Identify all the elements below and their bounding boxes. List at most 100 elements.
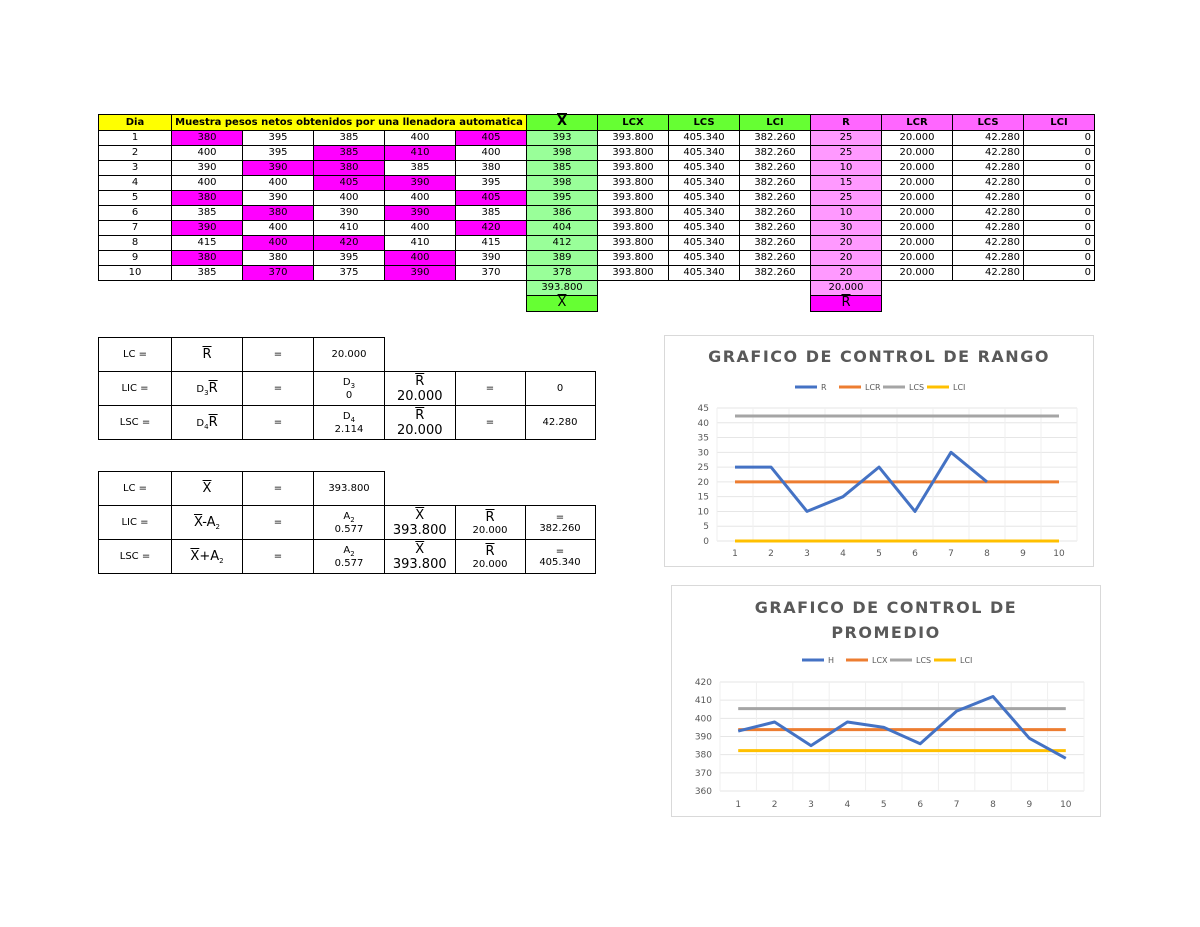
range-lsc-d4-value: 2.114 (334, 423, 364, 435)
cell-sample: 400 (384, 220, 456, 236)
mean-lsc-rbar: R (485, 543, 495, 559)
cell-sample: 410 (384, 145, 456, 161)
cell-r: 25 (810, 190, 882, 206)
table-header-row: Dia Muestra pesos netos obtenidos por un… (98, 114, 1095, 131)
mean-lc-symbol: X (171, 471, 243, 506)
range-lic-d3-value: 0 (345, 389, 353, 401)
range-lic-formula: D3R (171, 371, 243, 406)
mean-chart-container: GRAFICO DE CONTROL DE PROMEDIO H LCX LCS LCI 3… (671, 585, 1101, 817)
cell-lcs: 405.340 (668, 145, 740, 161)
cell-lcs-range: 42.280 (952, 160, 1024, 176)
chart-title: PROMEDIO (831, 623, 940, 642)
cell-x-bar: 385 (526, 160, 598, 176)
legend-label: R (821, 383, 827, 392)
cell-lcs-range: 42.280 (952, 130, 1024, 146)
table-row: 7 390 400 410 400 420 404 393.800 405.340 382.260… (98, 220, 1095, 236)
cell-sample: 390 (242, 190, 314, 206)
cell-sample: 375 (313, 265, 385, 281)
cell-x-bar: 395 (526, 190, 598, 206)
mean-lic-a-cell: A2 0.577 (313, 505, 385, 540)
cell-lcr: 20.000 (881, 265, 953, 281)
y-tick-label: 400 (695, 714, 712, 724)
cell-x-bar: 386 (526, 205, 598, 221)
cell-sample: 390 (171, 220, 243, 236)
mean-lsc-xbar-value: 393.800 (392, 556, 447, 572)
cell-sample: 370 (455, 265, 527, 281)
range-lic-rbar: R (415, 373, 425, 389)
cell-sample: 390 (384, 205, 456, 221)
cell-sample: 390 (242, 160, 314, 176)
cell-lcr: 20.000 (881, 145, 953, 161)
cell-lcs-range: 42.280 (952, 235, 1024, 251)
x-tick-label: 3 (804, 549, 810, 559)
cell-lci: 382.260 (739, 160, 811, 176)
y-tick-label: 380 (695, 751, 712, 761)
data-table: Dia Muestra pesos netos obtenidos por un… (98, 114, 1095, 312)
cell-sample: 380 (171, 250, 243, 266)
cell-lci-range: 0 (1023, 250, 1095, 266)
cell-dia: 9 (98, 250, 172, 266)
range-lsc-formula: D4R (171, 405, 243, 440)
range-lsc-equals2: = (454, 405, 526, 440)
cell-dia: 8 (98, 235, 172, 251)
cell-lcs: 405.340 (668, 160, 740, 176)
cell-lci-range: 0 (1023, 145, 1095, 161)
mean-lic-result: 382.260 (539, 522, 581, 534)
cell-lcx: 393.800 (597, 190, 669, 206)
mean-lsc-a2-sub: 2 (350, 549, 355, 558)
x-tick-label: 9 (1020, 549, 1026, 559)
x-tick-label: 2 (772, 800, 778, 810)
cell-lci-range: 0 (1023, 235, 1095, 251)
cell-lci: 382.260 (739, 175, 811, 191)
cell-lci-range: 0 (1023, 175, 1095, 191)
cell-sample: 415 (171, 235, 243, 251)
range-lc-symbol: R (171, 337, 243, 372)
mean-lic-result-cell: = 382.260 (524, 505, 596, 540)
mean-lsc-result: 405.340 (539, 556, 581, 568)
summary-r-bar-value: 20.000 (810, 280, 882, 296)
mean-lic-x: X (193, 514, 203, 530)
range-chart-container: GRAFICO DE CONTROL DE RANGO R LCR LCS LCI 0 5 1… (664, 335, 1094, 567)
cell-sample: 400 (171, 145, 243, 161)
cell-sample: 400 (171, 175, 243, 191)
y-tick-label: 410 (695, 696, 712, 706)
cell-sample: 380 (313, 160, 385, 176)
cell-sample: 390 (384, 175, 456, 191)
range-chart: GRAFICO DE CONTROL DE RANGO R LCR LCS LCI 0 5 1… (698, 347, 1078, 559)
y-tick-label: 40 (698, 419, 710, 429)
cell-lci: 382.260 (739, 130, 811, 146)
table-row: 6 385 380 390 390 385 386 393.800 405.340 382.260… (98, 205, 1095, 221)
mean-lc-row: LC = X = 393.800 (98, 471, 596, 506)
header-lci: LCI (739, 114, 811, 131)
range-lic-result: 0 (524, 371, 596, 406)
cell-r: 15 (810, 175, 882, 191)
chart-title: GRAFICO DE CONTROL DE RANGO (708, 347, 1050, 366)
range-lsc-rbar-value: 20.000 (397, 422, 443, 438)
cell-lcs: 405.340 (668, 235, 740, 251)
mean-lic-row: LIC = X-A2 = A2 0.577 X 393.800 R 20.000 = 3… (98, 505, 596, 540)
cell-sample: 420 (455, 220, 527, 236)
range-lic-d-sub: 3 (204, 388, 209, 397)
mean-lsc-sub: 2 (219, 556, 224, 565)
mean-lsc-label: LSC = (98, 539, 172, 574)
cell-lcr: 20.000 (881, 160, 953, 176)
cell-x-bar: 393 (526, 130, 598, 146)
table-row: 10 385 370 375 390 370 378 393.800 405.340 382.26… (98, 265, 1095, 281)
cell-sample: 390 (455, 250, 527, 266)
cell-lcx: 393.800 (597, 160, 669, 176)
cell-lci: 382.260 (739, 205, 811, 221)
range-lic-equals2: = (454, 371, 526, 406)
range-lic-row: LIC = D3R = D3 0 R 20.000 = 0 (98, 371, 596, 406)
summary-r-label-text: R (841, 295, 851, 310)
cell-sample: 405 (313, 175, 385, 191)
x-tick-label: 4 (840, 549, 846, 559)
x-tick-label: 6 (917, 800, 923, 810)
cell-dia: 4 (98, 175, 172, 191)
cell-lci-range: 0 (1023, 190, 1095, 206)
summary-x-label-text: X (557, 295, 567, 310)
y-tick-label: 5 (703, 522, 709, 532)
summary-x-bar-value: 393.800 (526, 280, 598, 296)
mean-lc-value: 393.800 (313, 471, 385, 506)
cell-lci: 382.260 (739, 220, 811, 236)
